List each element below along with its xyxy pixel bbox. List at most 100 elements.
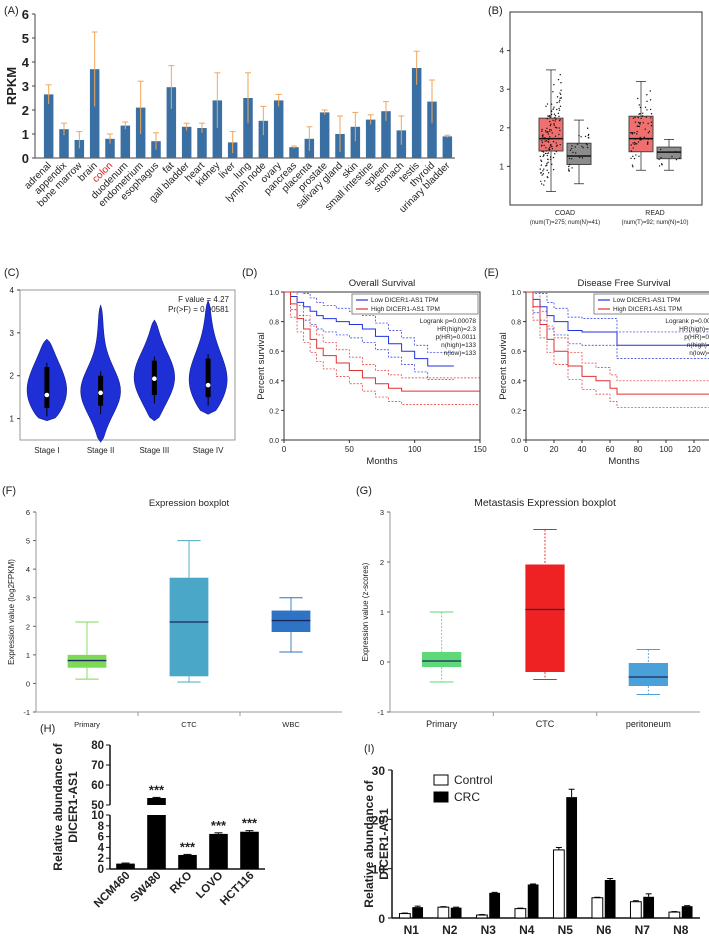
b-point	[544, 140, 546, 142]
b-point	[650, 113, 653, 115]
e-ytick-label: 0.8	[511, 320, 521, 327]
b-point	[546, 176, 548, 178]
b-point	[546, 103, 549, 105]
i-category-label: N6	[596, 923, 612, 937]
h-bar-lower	[147, 815, 166, 869]
b-point	[675, 158, 678, 161]
b-point	[569, 149, 572, 151]
a-bar	[212, 100, 223, 158]
i-bar-control	[437, 906, 450, 919]
b-ytick-label: 2	[500, 124, 505, 133]
b-point	[646, 94, 648, 96]
b-point	[660, 157, 662, 159]
b-box	[656, 146, 682, 160]
b-point	[559, 99, 561, 102]
panel-label-b: (B)	[488, 5, 503, 17]
e-ytick-label: 0.6	[511, 349, 521, 356]
b-point	[552, 168, 555, 171]
b-point	[552, 140, 555, 143]
b-point	[636, 143, 638, 145]
b-point	[581, 157, 584, 159]
h-ytick-label: 80	[91, 740, 104, 752]
b-point	[578, 134, 580, 137]
b-point	[636, 130, 638, 133]
b-point	[546, 162, 548, 165]
b-point	[546, 131, 549, 133]
panel-label-d: (D)	[242, 267, 257, 279]
b-point	[554, 115, 557, 117]
a-ytick-label: 2	[22, 103, 29, 118]
b-point	[637, 141, 640, 143]
g-ytick-label: 1	[380, 608, 384, 617]
b-point	[556, 127, 558, 129]
b-point	[544, 152, 547, 155]
b-point	[544, 137, 546, 139]
e-stat: n(high)=68	[687, 342, 709, 349]
e-xtick-label: 60	[606, 445, 615, 454]
b-point	[552, 108, 555, 110]
b-point	[571, 167, 573, 169]
f-ytick-label: -1	[23, 708, 30, 717]
a-bar	[350, 126, 361, 158]
f-ytick-label: 2	[26, 622, 30, 631]
b-point	[639, 106, 642, 109]
f-title: Expression boxplot	[149, 498, 230, 509]
i-legend-label: Control	[454, 773, 493, 787]
b-point	[552, 91, 554, 93]
c-median-point	[98, 390, 103, 396]
b-point	[546, 127, 548, 130]
b-point	[543, 144, 545, 147]
b-point	[546, 164, 548, 166]
b-point	[640, 139, 642, 141]
h-significance: ***	[242, 816, 258, 831]
b-point	[551, 163, 553, 165]
b-point	[632, 142, 634, 144]
d-km-curve	[284, 291, 454, 367]
a-bar	[120, 125, 131, 158]
b-point	[549, 128, 551, 131]
b-point	[549, 156, 552, 158]
b-point	[647, 122, 649, 125]
b-point	[558, 101, 560, 103]
b-point	[643, 136, 645, 138]
i-ytick-label: 0	[378, 912, 385, 926]
h-significance: ***	[180, 839, 196, 854]
b-point	[548, 148, 550, 150]
b-point	[540, 145, 543, 147]
b-point	[541, 128, 543, 131]
e-legend-label: Low DICER1-AS1 TPM	[613, 297, 680, 304]
b-point	[550, 110, 553, 112]
g-category-label: CTC	[536, 719, 555, 729]
g-ylabel: Expression value (z-scores)	[361, 562, 370, 661]
b-point	[658, 165, 661, 167]
i-category-label: N5	[558, 923, 574, 937]
a-bar	[411, 68, 422, 158]
b-point	[547, 158, 549, 161]
b-ytick-label: 3	[500, 85, 505, 94]
b-point	[546, 169, 548, 172]
b-point	[557, 112, 560, 115]
b-point	[658, 158, 660, 161]
a-ytick-label: 3	[22, 79, 29, 94]
b-point	[632, 117, 635, 119]
b-point	[574, 146, 577, 148]
b-point	[630, 144, 632, 146]
e-km-curve	[526, 291, 709, 346]
b-point	[545, 140, 548, 142]
i-bar-control	[552, 849, 565, 919]
h-ytick-label: 60	[91, 780, 104, 792]
g-ytick-label: 0	[380, 658, 384, 667]
f-ylabel: Expression value (log2FPKM)	[7, 559, 16, 665]
b-point	[540, 180, 542, 183]
panel-label-f: (F)	[2, 485, 16, 497]
b-point	[631, 133, 634, 135]
b-point	[585, 143, 588, 145]
b-point	[638, 104, 640, 106]
b-point	[547, 172, 550, 174]
b-point	[552, 156, 555, 159]
e-xtick-label: 40	[578, 445, 587, 454]
b-ytick-label: 4	[500, 47, 505, 56]
b-point	[632, 155, 634, 158]
e-km-curve	[526, 291, 709, 333]
a-bar	[319, 112, 330, 158]
